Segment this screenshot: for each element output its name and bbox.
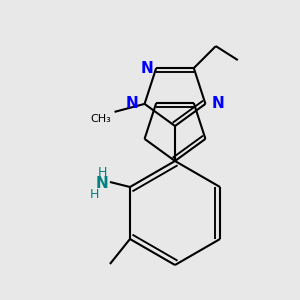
Text: CH₃: CH₃	[91, 114, 112, 124]
Text: H: H	[97, 166, 107, 178]
Text: H: H	[89, 188, 99, 200]
Text: N: N	[126, 96, 139, 111]
Text: N: N	[212, 96, 224, 111]
Text: N: N	[96, 176, 108, 191]
Text: N: N	[140, 61, 153, 76]
